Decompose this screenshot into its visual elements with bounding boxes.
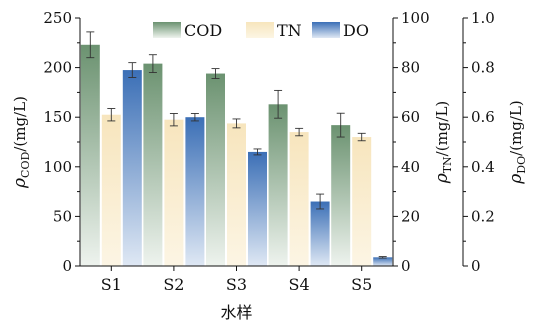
y-right-tn-title-subscript: TN [441,156,454,173]
axes-layer: S1 S2 S3 S4 S5 0 50 100 150 200 250 0 20 40 60 80 100 0 0.… [10,9,528,322]
legend-swatch-cod [153,22,181,38]
legend-label-tn: TN [277,21,302,40]
legend-label-cod: COD [184,21,222,40]
y-left-title: ρCOD/(mg/L) [10,96,32,189]
legend: COD TN DO [153,21,369,40]
bar-cod-s4 [268,104,288,266]
y-right-do-tick-label-4: 0.8 [471,59,495,77]
x-tick-label-s4: S4 [289,275,310,294]
y-right-do-tick-label-5: 1.0 [471,9,495,27]
bars-layer [80,44,393,267]
bar-cod-s3 [206,73,225,266]
y-right-do-title-subscript: DO [515,156,528,174]
legend-label-do: DO [343,21,369,40]
y-left-tick-label-1: 50 [53,207,72,225]
bar-do-s5 [373,257,393,266]
bar-do-s2 [185,117,205,266]
y-left-tick-label-0: 0 [62,257,72,275]
bar-cod-s2 [143,63,163,266]
y-left-tick-label-4: 200 [43,59,72,77]
y-right-do-tick-label-2: 0.4 [471,158,495,176]
y-left-tick-label-3: 150 [43,108,72,126]
x-tick-label-s1: S1 [101,275,122,294]
y-left-tick-label-2: 100 [43,158,72,176]
bar-tn-s5 [352,137,372,266]
bar-cod-s1 [80,44,100,267]
y-left-title-unit: /(mg/L) [11,96,29,152]
y-left-title-subscript: COD [19,152,32,178]
y-right-tn-title-symbol: ρ [432,173,452,184]
x-axis-title: 水样 [220,303,252,322]
bar-cod-s5 [331,125,351,266]
y-right-do-title: ρDO/(mg/L) [506,100,528,184]
bar-do-s3 [248,151,267,266]
y-left-title-symbol: ρ [10,178,30,189]
y-right-do-tick-label-3: 0.6 [471,108,495,126]
y-right-do-title-symbol: ρ [506,174,526,185]
bar-tn-s1 [101,114,121,266]
legend-swatch-do [312,22,340,38]
y-left-tick-label-5: 250 [43,9,72,27]
y-right-tn-tick-label-5: 100 [401,9,430,27]
y-right-tn-tick-label-1: 20 [401,207,420,225]
bar-do-s4 [310,201,330,266]
bar-tn-s2 [164,119,184,267]
bar-tn-s3 [227,123,246,267]
y-right-tn-tick-label-2: 40 [401,158,420,176]
y-right-do-tick-label-0: 0 [471,257,481,275]
legend-swatch-tn [246,22,274,38]
bar-tn-s4 [289,132,309,266]
x-tick-label-s2: S2 [163,275,184,294]
y-right-tn-title-unit: /(mg/L) [433,101,451,157]
x-tick-label-s5: S5 [351,275,372,294]
y-right-tn-tick-label-4: 80 [401,59,420,77]
y-right-tn-title: ρTN/(mg/L) [432,101,454,185]
bar-do-s1 [122,70,142,266]
y-right-tn-tick-label-3: 60 [401,108,420,126]
y-right-do-title-unit: /(mg/L) [507,100,525,156]
errorbars-layer [86,31,387,259]
x-tick-label-s3: S3 [226,275,247,294]
y-right-do-tick-label-1: 0.2 [471,207,495,225]
y-right-tn-tick-label-0: 0 [401,257,411,275]
